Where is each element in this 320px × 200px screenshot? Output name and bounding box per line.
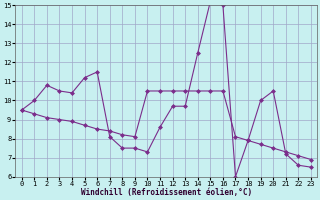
- X-axis label: Windchill (Refroidissement éolien,°C): Windchill (Refroidissement éolien,°C): [81, 188, 252, 197]
